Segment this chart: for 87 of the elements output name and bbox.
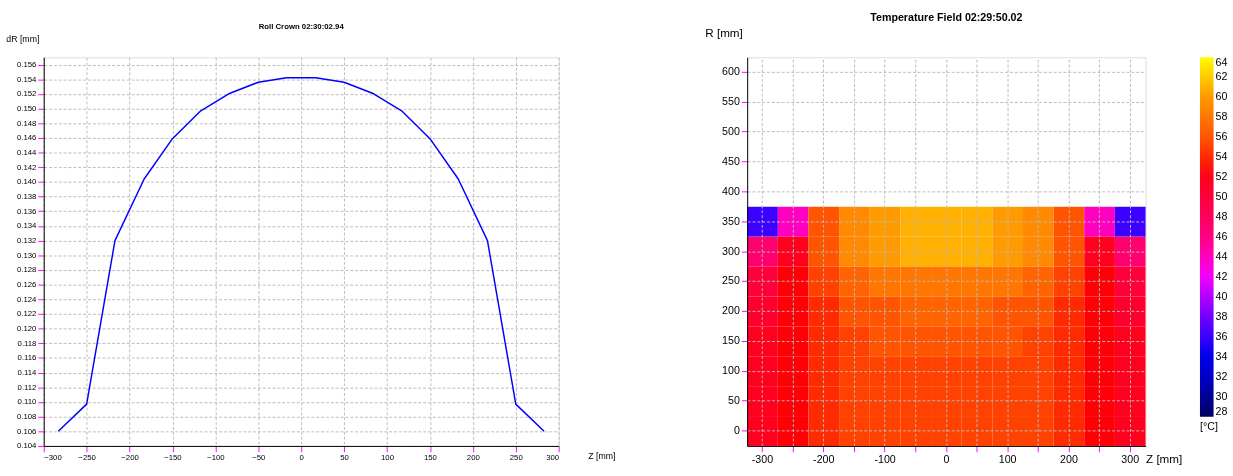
y-tick-label: 0.134 bbox=[17, 221, 38, 231]
y-tick-label: 300 bbox=[722, 244, 740, 257]
color-bar-label: 38 bbox=[1215, 309, 1228, 322]
color-bar-label: 60 bbox=[1215, 90, 1228, 103]
x-tick-label: 200 bbox=[466, 453, 481, 463]
color-bar-label: 32 bbox=[1215, 369, 1228, 382]
x-tick-label: 0 bbox=[943, 452, 950, 465]
x-tick-label: 300 bbox=[546, 453, 560, 463]
x-tick-label: -100 bbox=[874, 452, 896, 465]
color-bar-label: 50 bbox=[1215, 190, 1228, 203]
y-tick-label: 0.144 bbox=[17, 148, 38, 158]
y-tick-label: 0.136 bbox=[17, 206, 37, 216]
x-tick-label: 300 bbox=[1121, 452, 1140, 465]
y-tick-label: 0.152 bbox=[17, 89, 37, 99]
y-tick-label: 0.146 bbox=[17, 133, 37, 143]
y-tick-label: 0.110 bbox=[17, 397, 38, 407]
y-tick-label: 0.120 bbox=[17, 324, 38, 334]
y-tick-label: 0.104 bbox=[17, 441, 38, 451]
color-bar-label: 62 bbox=[1215, 70, 1228, 83]
y-tick-label: 0.132 bbox=[17, 236, 37, 246]
color-bar-title: [°C] bbox=[1199, 420, 1218, 433]
y-tick-label: 550 bbox=[722, 95, 740, 108]
x-tick-label: -300 bbox=[751, 452, 774, 465]
y-tick-label: 100 bbox=[722, 364, 740, 377]
x-tick-label: −100 bbox=[207, 453, 226, 463]
x-tick-label: 100 bbox=[998, 452, 1017, 465]
x-tick-label: 0 bbox=[299, 453, 305, 463]
y-tick-label: 0.118 bbox=[17, 338, 37, 348]
y-tick-label: 0.148 bbox=[17, 118, 37, 128]
line-series bbox=[57, 77, 545, 433]
y-tick-label: 400 bbox=[722, 184, 740, 197]
y-tick-label: 0.150 bbox=[17, 104, 38, 114]
y-axis-title: dR [mm] bbox=[6, 34, 40, 45]
y-tick-label: 0.130 bbox=[17, 250, 38, 260]
y-tick-label: 0.156 bbox=[17, 60, 37, 70]
color-bar-label: 46 bbox=[1215, 229, 1228, 242]
y-tick-label: 200 bbox=[722, 304, 740, 317]
y-tick-label: 0.128 bbox=[17, 265, 37, 275]
color-bar-label: 56 bbox=[1215, 130, 1228, 143]
color-bar-label: 30 bbox=[1215, 389, 1228, 402]
x-tick-label: 250 bbox=[509, 453, 524, 463]
color-bar-label: 48 bbox=[1215, 209, 1228, 222]
color-bar-label: 64 bbox=[1215, 56, 1228, 69]
y-tick-label: 350 bbox=[722, 214, 740, 227]
y-tick-label: 250 bbox=[722, 274, 740, 287]
x-tick-label: 50 bbox=[340, 453, 350, 463]
y-tick-label: 0.122 bbox=[17, 309, 37, 319]
color-bar-label: 36 bbox=[1215, 329, 1228, 342]
color-bar-label: 54 bbox=[1215, 150, 1228, 163]
chart-title: Roll Crown 02:30:02.94 bbox=[258, 22, 345, 32]
x-tick-label: −250 bbox=[78, 453, 97, 463]
y-tick-label: 0.124 bbox=[17, 294, 38, 304]
x-tick-label: −300 bbox=[44, 453, 63, 463]
x-tick-label: -200 bbox=[813, 452, 835, 465]
y-tick-label: 0.142 bbox=[17, 162, 37, 172]
color-bar-label: 40 bbox=[1215, 289, 1228, 302]
x-axis-title: Z [mm] bbox=[1146, 451, 1183, 465]
y-tick-label: 500 bbox=[722, 124, 740, 137]
y-tick-label: 0.108 bbox=[17, 412, 37, 422]
y-tick-label: 0.112 bbox=[17, 382, 37, 392]
x-tick-label: −200 bbox=[121, 453, 140, 463]
y-tick-label: 0.116 bbox=[17, 353, 37, 363]
y-tick-label: 150 bbox=[722, 334, 740, 347]
y-tick-label: 0.138 bbox=[17, 192, 37, 202]
y-tick-label: 0.140 bbox=[17, 177, 38, 187]
color-bar-label: 34 bbox=[1215, 349, 1228, 362]
x-tick-label: 100 bbox=[381, 453, 395, 463]
color-bar-label: 42 bbox=[1215, 269, 1228, 282]
color-bar-label: 58 bbox=[1215, 110, 1228, 123]
color-bar-label: 28 bbox=[1215, 404, 1228, 417]
y-tick-label: 0.154 bbox=[17, 74, 38, 84]
y-tick-label: 0 bbox=[733, 423, 740, 436]
y-tick-label: 600 bbox=[722, 65, 740, 78]
x-tick-label: 150 bbox=[423, 453, 438, 463]
y-tick-label: 0.126 bbox=[17, 280, 37, 290]
y-tick-label: 450 bbox=[722, 154, 740, 167]
x-tick-label: −50 bbox=[252, 453, 267, 463]
color-bar-label: 52 bbox=[1215, 170, 1228, 183]
x-axis-title: Z [mm] bbox=[588, 451, 616, 462]
y-tick-label: 0.106 bbox=[17, 426, 37, 436]
x-tick-label: 200 bbox=[1060, 452, 1078, 465]
y-tick-label: 0.114 bbox=[17, 368, 38, 378]
y-tick-label: 50 bbox=[728, 394, 740, 407]
y-axis-title: R [mm] bbox=[705, 26, 743, 40]
chart-title: Temperature Field 02:29:50.02 bbox=[870, 11, 1023, 24]
x-tick-label: −150 bbox=[164, 453, 183, 463]
color-bar-label: 44 bbox=[1215, 249, 1228, 262]
